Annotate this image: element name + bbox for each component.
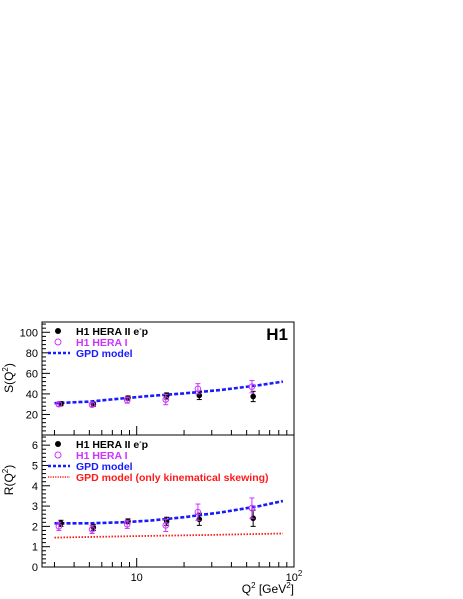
y-tick-label: 60 — [26, 368, 38, 380]
hera-ii-data-point — [250, 393, 256, 400]
bottom-y-axis: 0 1 2 3 4 5 6 — [32, 436, 50, 574]
top-model-curves — [54, 380, 284, 405]
legend-entry-label: H1 HERA II e-p — [76, 326, 148, 338]
legend-filled-marker — [55, 328, 61, 334]
hera-i-data-point — [162, 396, 170, 403]
top-panel: 20 40 60 80 100 S(Q2) H1 H1 HERA II e-pH1 HE… — [1, 321, 295, 436]
hera-i-data-point — [88, 401, 96, 408]
hera-i-data-point — [248, 383, 256, 391]
y-tick-label: 5 — [32, 460, 38, 472]
x-axis-label: Q2 [GeV2] — [242, 581, 294, 596]
legend-filled-marker — [55, 441, 61, 447]
bottom-model-curves — [54, 499, 284, 539]
y-tick-label: 40 — [26, 389, 38, 401]
y-tick-label: 4 — [32, 481, 38, 493]
legend-entry-label: GPD model — [76, 348, 133, 360]
hera-i-data-point — [88, 526, 96, 533]
hera-ii-data-point — [196, 516, 203, 523]
hera-i-data-point — [248, 504, 256, 512]
legend-entry-label: H1 HERA I — [76, 337, 128, 349]
hera-i-data-point — [55, 523, 63, 530]
bottom-y-axis-label: R(Q2) — [1, 465, 16, 495]
bottom-panel: 0 1 2 3 4 5 6 10 102 R(Q2) Q2 [GeV2] H1 HERA II… — [1, 434, 303, 596]
legend-entry-label: GPD model (only kinematical skewing) — [76, 472, 269, 484]
gpd-model-curve — [54, 380, 284, 405]
gpd-kinematical-skewing-curve — [54, 532, 283, 539]
hera-i-data-point — [55, 400, 63, 408]
bottom-x-axis: 10 102 — [53, 558, 303, 584]
hera-i-data-point — [123, 396, 131, 404]
hera-i-data-point — [123, 521, 131, 528]
y-tick-label: 0 — [32, 562, 38, 574]
legend-entry-label: H1 HERA I — [76, 450, 128, 462]
legend-open-marker — [54, 338, 62, 346]
y-tick-label: 80 — [26, 348, 38, 360]
hera-i-data-point — [162, 522, 170, 529]
hera-i-data-point — [194, 508, 202, 516]
legend-entry-label: GPD model — [76, 461, 133, 473]
h1-badge: H1 — [266, 325, 288, 344]
y-tick-label: 20 — [26, 409, 38, 421]
gpd-model-curve — [54, 499, 284, 525]
y-tick-label: 2 — [32, 521, 38, 533]
y-tick-label: 1 — [32, 542, 38, 554]
y-tick-label: 3 — [32, 501, 38, 513]
top-y-axis: 20 40 60 80 100 — [20, 323, 295, 436]
legend-open-marker — [54, 451, 62, 459]
bottom-data-points — [55, 497, 256, 534]
y-tick-label: 6 — [32, 440, 38, 452]
y-tick-label: 100 — [20, 327, 38, 339]
bottom-plot-frame — [41, 434, 295, 568]
hera-i-data-point — [194, 385, 202, 393]
x-tick-label: 10 — [131, 572, 143, 584]
legend-entry-label: H1 HERA II e-p — [76, 439, 148, 451]
top-data-points — [55, 380, 256, 408]
top-y-axis-label: S(Q2) — [1, 363, 16, 393]
